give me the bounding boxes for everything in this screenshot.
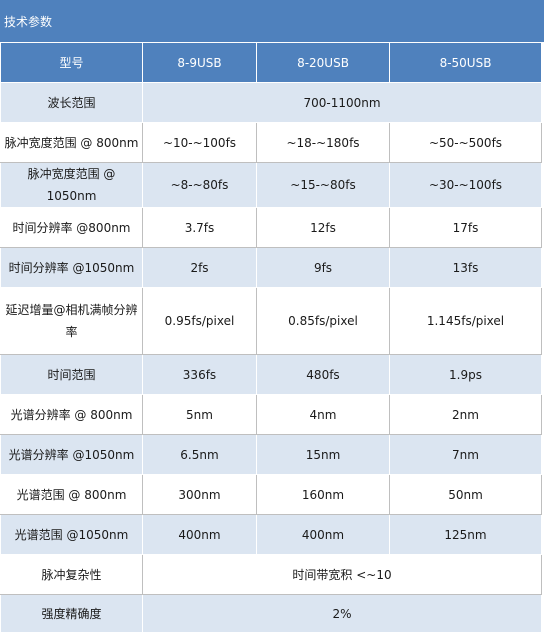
table-row: 时间范围 336fs 480fs 1.9ps [0, 354, 542, 395]
table-cell: 4nm [256, 394, 390, 435]
table-cell: ~50-~500fs [389, 122, 542, 163]
row-label: 时间分辨率 @800nm [0, 207, 143, 248]
table-cell: 1.9ps [389, 354, 542, 395]
table-cell: 3.7fs [142, 207, 257, 248]
table-cell: 50nm [389, 474, 542, 515]
table-row: 脉冲复杂性 时间带宽积 <~10 [0, 554, 542, 595]
table-cell: 12fs [256, 207, 390, 248]
table-row: 脉冲宽度范围 @ 1050nm ~8-~80fs ~15-~80fs ~30-~… [0, 162, 542, 208]
table-row: 脉冲宽度范围 @ 800nm ~10-~100fs ~18-~180fs ~50… [0, 122, 542, 163]
table-row: 波长范围 700-1100nm [0, 82, 542, 123]
row-label: 脉冲宽度范围 @ 800nm [0, 122, 143, 163]
header-cell-8-50usb: 8-50USB [389, 42, 542, 83]
spec-table: 型号 8-9USB 8-20USB 8-50USB 波长范围 700-1100n… [0, 42, 542, 633]
table-cell: 0.95fs/pixel [142, 287, 257, 355]
table-cell: ~30-~100fs [389, 162, 542, 208]
table-cell: 300nm [142, 474, 257, 515]
table-row: 光谱范围 @1050nm 400nm 400nm 125nm [0, 514, 542, 555]
header-cell-8-9usb: 8-9USB [142, 42, 257, 83]
table-cell: 400nm [142, 514, 257, 555]
table-cell: 2fs [142, 247, 257, 288]
table-row: 光谱分辨率 @1050nm 6.5nm 15nm 7nm [0, 434, 542, 475]
table-cell: 160nm [256, 474, 390, 515]
table-cell: 13fs [389, 247, 542, 288]
row-label: 光谱范围 @ 800nm [0, 474, 143, 515]
table-cell: 2% [142, 594, 542, 633]
table-cell: 7nm [389, 434, 542, 475]
table-cell: 700-1100nm [142, 82, 542, 123]
row-label: 光谱范围 @1050nm [0, 514, 143, 555]
row-label: 强度精确度 [0, 594, 143, 633]
table-cell: 时间带宽积 <~10 [142, 554, 542, 595]
row-label: 时间分辨率 @1050nm [0, 247, 143, 288]
table-cell: ~18-~180fs [256, 122, 390, 163]
row-label: 波长范围 [0, 82, 143, 123]
table-row: 时间分辨率 @1050nm 2fs 9fs 13fs [0, 247, 542, 288]
table-cell: 15nm [256, 434, 390, 475]
table-cell: 2nm [389, 394, 542, 435]
header-row: 型号 8-9USB 8-20USB 8-50USB [0, 42, 542, 83]
section-title: 技术参数 [4, 15, 53, 29]
table-cell: 480fs [256, 354, 390, 395]
table-cell: 1.145fs/pixel [389, 287, 542, 355]
row-label: 光谱分辨率 @1050nm [0, 434, 143, 475]
table-cell: 9fs [256, 247, 390, 288]
table-cell: 336fs [142, 354, 257, 395]
table-row: 延迟增量@相机满帧分辨率 0.95fs/pixel 0.85fs/pixel 1… [0, 287, 542, 355]
table-cell: 125nm [389, 514, 542, 555]
table-cell: 6.5nm [142, 434, 257, 475]
header-cell-8-20usb: 8-20USB [256, 42, 390, 83]
table-cell: 0.85fs/pixel [256, 287, 390, 355]
table-row: 强度精确度 2% [0, 594, 542, 633]
section-title-bar: 技术参数 [0, 0, 544, 42]
table-cell: ~8-~80fs [142, 162, 257, 208]
table-cell: 5nm [142, 394, 257, 435]
row-label: 时间范围 [0, 354, 143, 395]
row-label: 脉冲宽度范围 @ 1050nm [0, 162, 143, 208]
table-cell: 17fs [389, 207, 542, 248]
table-row: 光谱分辨率 @ 800nm 5nm 4nm 2nm [0, 394, 542, 435]
row-label: 脉冲复杂性 [0, 554, 143, 595]
row-label: 光谱分辨率 @ 800nm [0, 394, 143, 435]
table-row: 时间分辨率 @800nm 3.7fs 12fs 17fs [0, 207, 542, 248]
table-cell: ~15-~80fs [256, 162, 390, 208]
header-cell-model: 型号 [0, 42, 143, 83]
table-cell: ~10-~100fs [142, 122, 257, 163]
table-row: 光谱范围 @ 800nm 300nm 160nm 50nm [0, 474, 542, 515]
table-cell: 400nm [256, 514, 390, 555]
row-label: 延迟增量@相机满帧分辨率 [0, 287, 143, 355]
